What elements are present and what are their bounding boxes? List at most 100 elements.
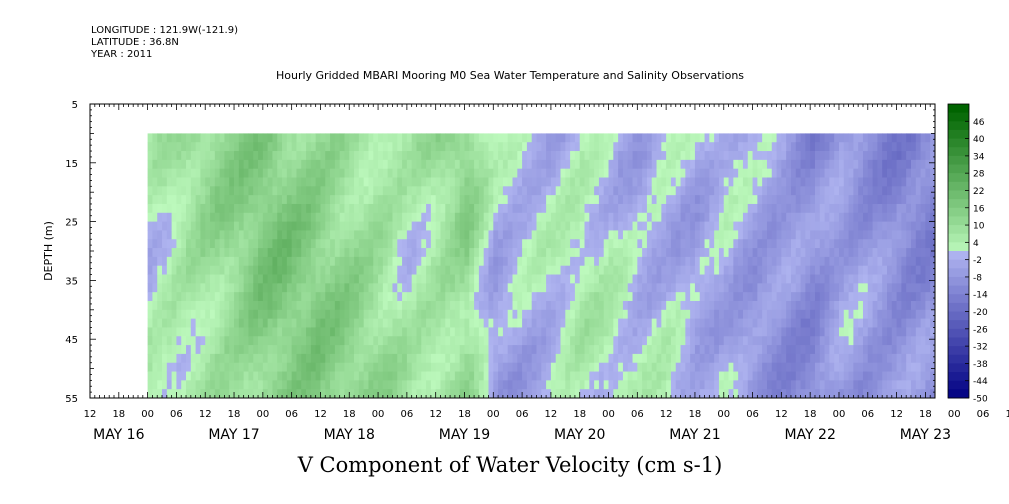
heat-cell (882, 221, 888, 231)
heat-cell (435, 274, 441, 284)
heat-cell (680, 186, 686, 196)
heat-cell (459, 318, 465, 328)
heat-cell (253, 186, 259, 196)
heat-cell (454, 159, 461, 170)
heat-cell (421, 177, 427, 187)
heat-cell (728, 168, 734, 178)
heat-cell (498, 371, 504, 381)
heat-cell (166, 168, 173, 178)
heat-cell (930, 300, 936, 311)
heat-cell (762, 195, 768, 205)
heat-cell (925, 292, 931, 302)
heat-cell (920, 380, 926, 390)
heat-cell (800, 362, 806, 372)
heat-cell (166, 203, 173, 214)
heat-cell (546, 292, 552, 302)
heat-cell (190, 318, 197, 328)
heat-cell (459, 248, 465, 258)
heat-cell (848, 177, 854, 187)
heat-cell (886, 389, 893, 399)
heat-cell (248, 195, 254, 205)
heat-cell (584, 389, 590, 399)
heat-cell (814, 133, 821, 143)
heat-cell (234, 177, 240, 187)
heat-cell (426, 292, 432, 302)
heat-cell (584, 380, 590, 390)
heat-cell (656, 212, 662, 222)
heat-cell (651, 336, 657, 346)
heat-cell (637, 353, 643, 364)
heat-cell (502, 345, 509, 355)
heat-cell (349, 151, 355, 161)
heat-cell (517, 256, 523, 267)
heat-cell (464, 345, 470, 355)
heat-cell (243, 151, 249, 161)
heat-cell (445, 265, 451, 275)
heat-cell (234, 292, 240, 302)
heat-cell (699, 142, 705, 152)
heat-cell (757, 239, 763, 249)
heat-cell (258, 371, 264, 381)
heat-cell (450, 336, 456, 346)
heat-cell (522, 309, 528, 320)
heat-cell (795, 168, 801, 178)
heat-cell (483, 336, 489, 346)
heat-cell (886, 212, 893, 222)
heat-cell (474, 336, 480, 346)
heat-cell (363, 345, 369, 355)
heat-cell (862, 221, 869, 231)
heat-cell (171, 203, 177, 214)
heat-cell (680, 292, 686, 302)
heat-cell (296, 212, 302, 222)
heat-cell (291, 212, 297, 222)
heat-cell (594, 292, 600, 302)
heat-cell (402, 177, 408, 187)
heat-cell (723, 362, 729, 372)
heat-cell (253, 362, 259, 372)
heat-cell (325, 203, 331, 214)
heat-cell (272, 371, 278, 381)
heat-cell (699, 380, 705, 390)
heat-cell (315, 265, 321, 275)
heat-cell (493, 256, 499, 267)
heat-cell (339, 133, 345, 143)
heat-cell (186, 389, 192, 399)
heat-cell (819, 389, 825, 399)
heat-cell (378, 292, 384, 302)
heat-cell (296, 203, 302, 214)
heat-cell (426, 159, 432, 170)
heat-cell (229, 318, 235, 328)
heat-cell (776, 345, 782, 355)
heat-cell (478, 133, 485, 143)
heat-cell (522, 195, 528, 205)
heat-cell (406, 230, 413, 240)
heat-cell (358, 345, 365, 355)
heat-cell (661, 336, 667, 346)
heat-cell (262, 230, 269, 240)
heat-cell (651, 389, 657, 399)
heat-cell (661, 212, 667, 222)
heat-cell (378, 142, 384, 152)
heat-cell (613, 309, 619, 320)
heat-cell (930, 177, 936, 187)
heat-cell (642, 362, 648, 372)
heat-cell (786, 212, 792, 222)
heat-cell (234, 265, 240, 275)
heat-cell (397, 203, 403, 214)
heat-cell (642, 300, 648, 311)
heat-cell (882, 239, 888, 249)
heat-cell (493, 353, 499, 364)
heat-cell (853, 362, 859, 372)
heat-cell (344, 327, 350, 337)
heat-cell (766, 345, 773, 355)
heat-cell (517, 292, 523, 302)
heat-cell (733, 248, 739, 258)
heat-cell (834, 203, 840, 214)
heat-cell (584, 168, 590, 178)
heat-cell (147, 362, 153, 372)
heat-cell (272, 142, 278, 152)
heat-cell (258, 300, 264, 311)
heat-cell (378, 345, 384, 355)
heat-cell (411, 177, 417, 187)
heat-cell (430, 177, 437, 187)
